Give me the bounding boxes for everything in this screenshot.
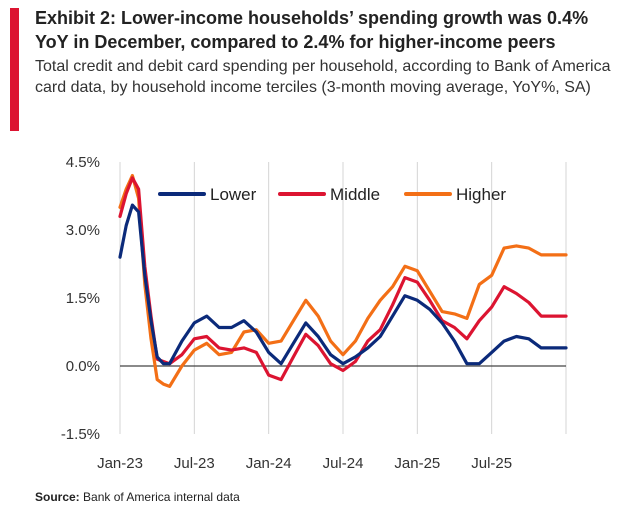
source-note: Source: Bank of America internal data xyxy=(35,490,240,504)
y-tick-label: -1.5% xyxy=(61,426,100,443)
x-tick-label: Jul-25 xyxy=(471,455,512,472)
y-tick-label: 0.0% xyxy=(66,358,100,375)
x-tick-label: Jul-24 xyxy=(323,455,364,472)
y-tick-label: 4.5% xyxy=(66,154,100,171)
x-tick-label: Jan-23 xyxy=(97,455,143,472)
x-tick-label: Jul-23 xyxy=(174,455,215,472)
x-tick-label: Jan-24 xyxy=(246,455,292,472)
legend-label-higher: Higher xyxy=(456,185,506,204)
legend-label-middle: Middle xyxy=(330,185,380,204)
line-chart: 4.5% 3.0% 1.5% 0.0% -1.5% Jan-23 Jul-23 Jan-24 J… xyxy=(61,154,568,472)
accent-bar xyxy=(10,8,19,131)
y-tick-label: 3.0% xyxy=(66,222,100,239)
chart-title: Exhibit 2: Lower-income households’ spen… xyxy=(35,8,589,52)
chart-subtitle: Total credit and debit card spending per… xyxy=(35,58,611,96)
source-label: Source: xyxy=(35,490,80,504)
series-line-higher xyxy=(118,174,568,388)
source-text: Bank of America internal data xyxy=(83,490,240,504)
header: Exhibit 2: Lower-income households’ spen… xyxy=(35,6,620,98)
y-tick-label: 1.5% xyxy=(66,290,100,307)
x-tick-label: Jan-25 xyxy=(394,455,440,472)
series-line-lower xyxy=(118,203,568,366)
legend-label-lower: Lower xyxy=(210,185,257,204)
